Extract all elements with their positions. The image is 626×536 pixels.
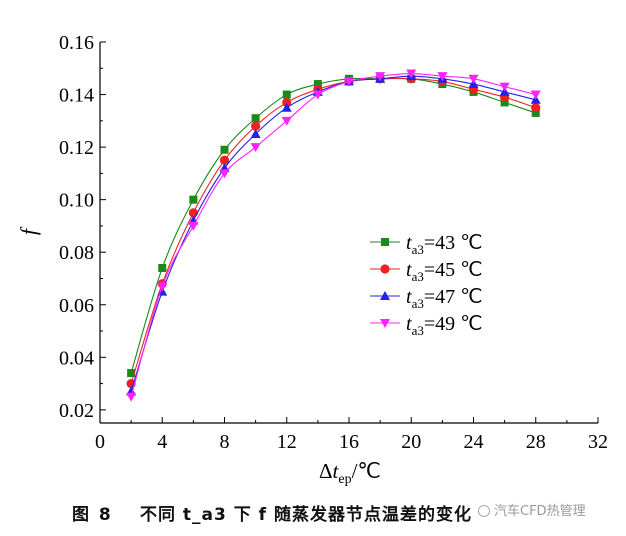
data-point <box>251 114 260 123</box>
legend-marker <box>380 319 390 328</box>
x-tick-label: 4 <box>157 431 167 453</box>
data-point <box>127 369 136 378</box>
x-tick-label: 28 <box>526 431 546 453</box>
caption-text: 不同 t_a3 下 f 随蒸发器节点温差的变化 <box>140 505 472 525</box>
x-tick-label: 16 <box>339 431 359 453</box>
series-4 <box>126 69 541 402</box>
y-axis: 0.02 0.04 0.06 0.08 0.10 0.12 0.14 0.16 <box>59 32 106 422</box>
x-tick-label: 0 <box>95 431 105 453</box>
data-point <box>282 97 292 108</box>
series-layer <box>126 69 541 402</box>
data-point <box>313 80 322 89</box>
data-point <box>281 116 292 126</box>
data-point <box>406 69 417 79</box>
data-point <box>530 90 541 100</box>
legend-item: ta3=47 ℃ <box>370 286 483 311</box>
y-tick-label: 0.12 <box>59 137 94 159</box>
y-tick-label: 0.16 <box>59 32 94 54</box>
x-tick-label: 12 <box>277 431 297 453</box>
data-point <box>250 128 261 138</box>
data-point <box>499 82 510 92</box>
data-point <box>375 72 386 82</box>
wechat-icon <box>478 505 490 517</box>
data-point <box>158 263 167 272</box>
data-point <box>188 221 199 231</box>
data-point <box>157 282 168 292</box>
figure-caption: 图 8 不同 t_a3 下 f 随蒸发器节点温差的变化 <box>0 496 626 526</box>
data-point <box>344 77 354 87</box>
data-point <box>500 98 509 107</box>
data-point <box>250 143 261 153</box>
data-point <box>281 102 292 112</box>
y-axis-label: f <box>16 226 41 235</box>
plot-frame <box>99 42 598 424</box>
x-tick-label: 32 <box>588 431 608 453</box>
legend-item: ta3=43 ℃ <box>370 232 483 257</box>
legend-item: ta3=49 ℃ <box>370 313 483 338</box>
legend-marker <box>381 238 389 246</box>
y-tick-label: 0.04 <box>59 347 94 369</box>
data-point <box>251 121 261 131</box>
y-tick-label: 0.08 <box>59 242 94 264</box>
data-point <box>531 103 541 113</box>
x-tick-label: 8 <box>220 431 230 453</box>
data-point <box>126 378 136 389</box>
caption-prefix: 图 8 <box>72 505 113 525</box>
data-point <box>468 74 479 84</box>
legend-label: ta3=49 ℃ <box>406 313 483 338</box>
data-point <box>531 108 540 117</box>
legend-label: ta3=47 ℃ <box>406 286 483 311</box>
series-line <box>130 77 536 384</box>
data-point <box>126 392 137 402</box>
x-axis-label: Δtep/℃ <box>319 459 381 487</box>
series-line <box>130 72 536 397</box>
legend-marker <box>380 264 390 274</box>
data-point <box>220 145 229 154</box>
x-tick-label: 24 <box>464 431 484 453</box>
data-point <box>219 155 230 165</box>
x-tick-label: 20 <box>401 431 421 453</box>
legend-marker <box>380 291 390 300</box>
data-point <box>189 195 198 204</box>
legend-label: ta3=43 ℃ <box>406 232 483 257</box>
data-point <box>219 169 230 179</box>
series-line <box>130 77 536 374</box>
y-tick-label: 0.06 <box>59 295 94 317</box>
y-tick-label: 0.10 <box>59 190 94 212</box>
data-point <box>312 90 323 100</box>
y-tick-label: 0.14 <box>59 85 94 107</box>
data-point <box>437 72 448 82</box>
legend-label: ta3=45 ℃ <box>406 259 483 284</box>
watermark: 汽车CFD热管理 <box>478 500 586 519</box>
y-tick-label: 0.02 <box>59 400 94 422</box>
watermark-text: 汽车CFD热管理 <box>494 504 586 519</box>
x-axis: 0 4 8 12 16 20 24 28 32 <box>95 417 608 453</box>
legend-item: ta3=45 ℃ <box>370 259 483 284</box>
data-point <box>282 90 291 99</box>
